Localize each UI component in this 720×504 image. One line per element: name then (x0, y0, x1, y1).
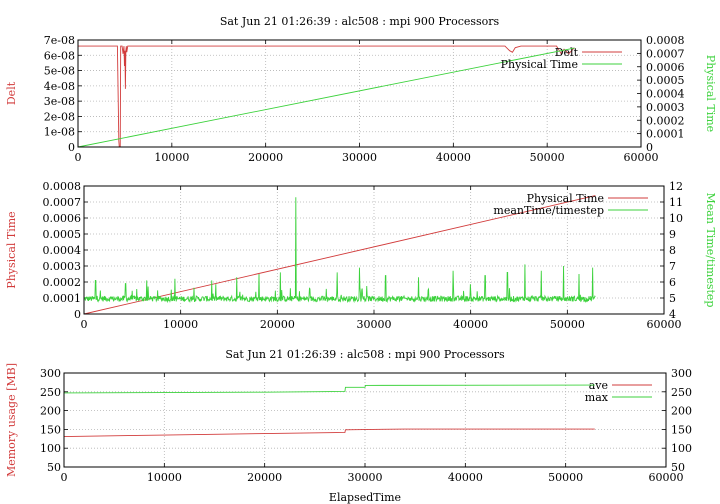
y2-tick-label: 250 (671, 386, 692, 399)
series-line-2 (77, 47, 575, 148)
y2-tick-label: 200 (671, 405, 692, 418)
y2-tick-label: 6 (669, 276, 676, 289)
x-tick-label: 20000 (248, 151, 283, 164)
y-tick-label: 0.0002 (43, 276, 82, 289)
y2-tick-label: 4 (669, 308, 676, 321)
x-axis-label: ElapsedTime (329, 491, 401, 504)
y-axis-label: Delt (5, 81, 18, 105)
y2-tick-label: 0.0008 (646, 34, 685, 47)
legend-label: Physical Time (527, 192, 604, 205)
y2-tick-label: 0.0002 (646, 114, 685, 127)
y-tick-label: 0.0001 (43, 292, 82, 305)
x-tick-label: 30000 (342, 151, 377, 164)
y-tick-label: 2e-08 (44, 110, 75, 123)
y2-tick-label: 0.0001 (646, 128, 685, 141)
y2-tick-label: 100 (671, 442, 692, 455)
y-tick-label: 7e-08 (44, 34, 75, 47)
x-tick-label: 60000 (624, 151, 659, 164)
x-tick-label: 0 (61, 471, 68, 484)
x-tick-label: 50000 (550, 318, 585, 331)
legend-label: Delt (555, 46, 579, 59)
x-tick-label: 50000 (548, 471, 583, 484)
y-tick-label: 0.0005 (43, 228, 82, 241)
y2-tick-label: 0.0003 (646, 101, 685, 114)
y2-tick-label: 50 (671, 461, 685, 474)
y2-tick-label: 8 (669, 244, 676, 257)
y-tick-label: 5e-08 (44, 65, 75, 78)
y2-tick-label: 300 (671, 367, 692, 380)
x-tick-label: 40000 (453, 318, 488, 331)
y2-tick-label: 5 (669, 292, 676, 305)
chart-panel-3: 0 10000 20000 30000 40000 50000 60000501001502… (5, 348, 692, 504)
y2-tick-label: 0.0005 (646, 74, 685, 87)
series-line-1 (78, 45, 575, 148)
y-tick-label: 0.0007 (43, 196, 82, 209)
legend-label: meanTime/timestep (493, 204, 604, 217)
y-tick-label: 4e-08 (44, 80, 75, 93)
y-tick-label: 200 (40, 405, 61, 418)
y2-tick-label: 0.0004 (646, 88, 685, 101)
x-tick-label: 60000 (647, 318, 682, 331)
series-line-2 (83, 197, 596, 304)
plot-frame (63, 372, 667, 468)
x-tick-label: 50000 (530, 151, 565, 164)
legend-label: ave (589, 379, 608, 392)
y2-tick-label: 12 (669, 180, 683, 193)
x-tick-label: 40000 (436, 151, 471, 164)
y2-tick-label: 0.0007 (646, 47, 685, 60)
y-tick-label: 300 (40, 367, 61, 380)
chart-panel-2: 0 10000 20000 30000 40000 50000 60000 0 0.0001 0.… (5, 180, 717, 331)
plot-frame (83, 185, 665, 315)
x-tick-label: 40000 (448, 471, 483, 484)
y2-axis-label: Mean Time/timestep (704, 193, 717, 308)
y-tick-label: 6e-08 (44, 49, 75, 62)
series-line-1 (63, 428, 595, 437)
y-tick-label: 100 (40, 442, 61, 455)
y-axis-label: Physical Time (5, 211, 18, 288)
chart-panel-1: 0 10000 20000 30000 40000 50000 6000001e-082e-… (5, 15, 717, 164)
y-tick-label: 50 (47, 461, 61, 474)
chart-title: Sat Jun 21 01:26:39 : alc508 : mpi 900 P… (225, 348, 505, 361)
y-tick-label: 0 (68, 141, 75, 154)
y-tick-label: 250 (40, 386, 61, 399)
y2-tick-label: 0 (646, 141, 653, 154)
x-tick-label: 10000 (163, 318, 198, 331)
x-tick-label: 20000 (247, 471, 282, 484)
y-tick-label: 150 (40, 423, 61, 436)
y2-tick-label: 11 (669, 196, 683, 209)
y-tick-label: 1e-08 (44, 126, 75, 139)
x-tick-label: 0 (81, 318, 88, 331)
x-tick-label: 20000 (260, 318, 295, 331)
legend-label: max (585, 391, 609, 404)
plot-frame (77, 39, 642, 148)
x-tick-label: 60000 (649, 471, 684, 484)
y2-tick-label: 150 (671, 423, 692, 436)
y-tick-label: 0 (74, 308, 81, 321)
y-tick-label: 0.0006 (43, 212, 82, 225)
y-tick-label: 0.0008 (43, 180, 82, 193)
y2-tick-label: 7 (669, 260, 676, 273)
y-tick-label: 0.0003 (43, 260, 82, 273)
x-tick-label: 10000 (154, 151, 189, 164)
y-tick-label: 3e-08 (44, 95, 75, 108)
y-tick-label: 0.0004 (43, 244, 82, 257)
chart-title: Sat Jun 21 01:26:39 : alc508 : mpi 900 P… (220, 15, 500, 28)
y2-tick-label: 10 (669, 212, 683, 225)
y-axis-label: Memory usage [MB] (5, 363, 18, 477)
x-tick-label: 10000 (147, 471, 182, 484)
y2-tick-label: 0.0006 (646, 61, 685, 74)
series-line-1 (83, 195, 596, 315)
y2-tick-label: 9 (669, 228, 676, 241)
legend-label: Physical Time (501, 58, 578, 71)
y2-axis-label: Physical Time (704, 55, 717, 132)
x-tick-label: 30000 (357, 318, 392, 331)
series-line-2 (63, 384, 595, 394)
x-tick-label: 30000 (348, 471, 383, 484)
x-tick-label: 0 (75, 151, 82, 164)
